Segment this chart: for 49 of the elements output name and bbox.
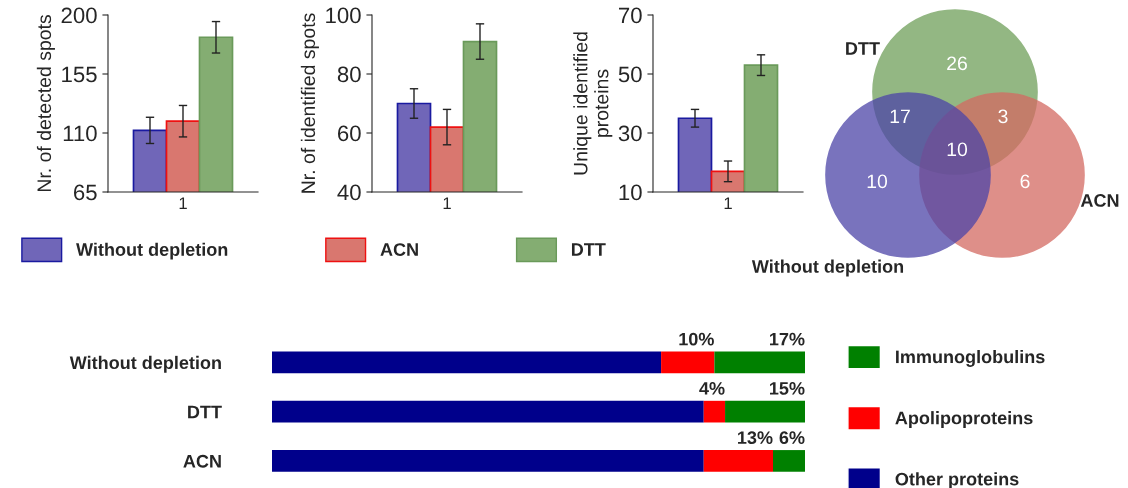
y-tick-label: 10	[619, 184, 642, 201]
category-label: ACN	[1080, 194, 1119, 207]
text: 10	[867, 174, 888, 189]
bar	[272, 351, 662, 374]
text: 17	[890, 109, 910, 124]
y-tick-label: ACN	[183, 454, 221, 468]
y-tick-label: 110	[63, 125, 97, 142]
y-tick-label: 60	[338, 125, 361, 142]
text: 6	[1020, 174, 1030, 189]
legend-label: ACN	[380, 243, 418, 256]
bar	[272, 400, 704, 423]
data-label: 6%	[779, 431, 805, 445]
data-label: 10%	[679, 332, 714, 346]
x-tick-label: 1	[179, 197, 187, 209]
data-label: 4%	[699, 382, 725, 395]
category-label: DTT	[846, 42, 880, 55]
bar	[661, 351, 715, 374]
bar	[272, 450, 704, 472]
y-tick-label: 155	[62, 66, 97, 83]
y-tick-label: Without depletion	[69, 355, 221, 373]
y-tick-label: 100	[326, 7, 361, 24]
category-label: Without depletion	[751, 259, 904, 277]
bar	[725, 400, 805, 423]
legend-label: Apolipoproteins	[895, 411, 1033, 428]
bar	[703, 400, 726, 423]
y-tick-label: 50	[618, 66, 642, 83]
y-axis-title: Nr. of detected spots	[36, 15, 55, 192]
y-tick-label: 80	[337, 66, 361, 83]
bar	[703, 450, 774, 472]
y-tick-label: 40	[337, 184, 361, 201]
y-axis-title: Unique identified proteins	[573, 32, 613, 175]
y-tick-label: 200	[61, 7, 97, 24]
text: 10	[947, 142, 968, 157]
y-tick-label: 70	[619, 7, 642, 24]
y-tick-label: DTT	[188, 405, 222, 419]
text: 3	[998, 109, 1008, 124]
data-label: 13%	[738, 431, 773, 445]
legend-label: Immunoglobulins	[896, 349, 1045, 367]
y-tick-label: 30	[618, 125, 642, 142]
x-tick-label: 1	[443, 197, 451, 209]
bar	[714, 351, 805, 374]
bar	[773, 450, 805, 472]
data-label: 17%	[770, 332, 805, 346]
legend-label: DTT	[571, 243, 606, 256]
y-tick-label: 65	[74, 184, 97, 201]
y-axis-title: Nr. of identified spots	[300, 13, 319, 193]
text: 26	[947, 56, 967, 71]
data-label: 15%	[770, 382, 805, 395]
x-tick-label: 1	[724, 197, 732, 209]
